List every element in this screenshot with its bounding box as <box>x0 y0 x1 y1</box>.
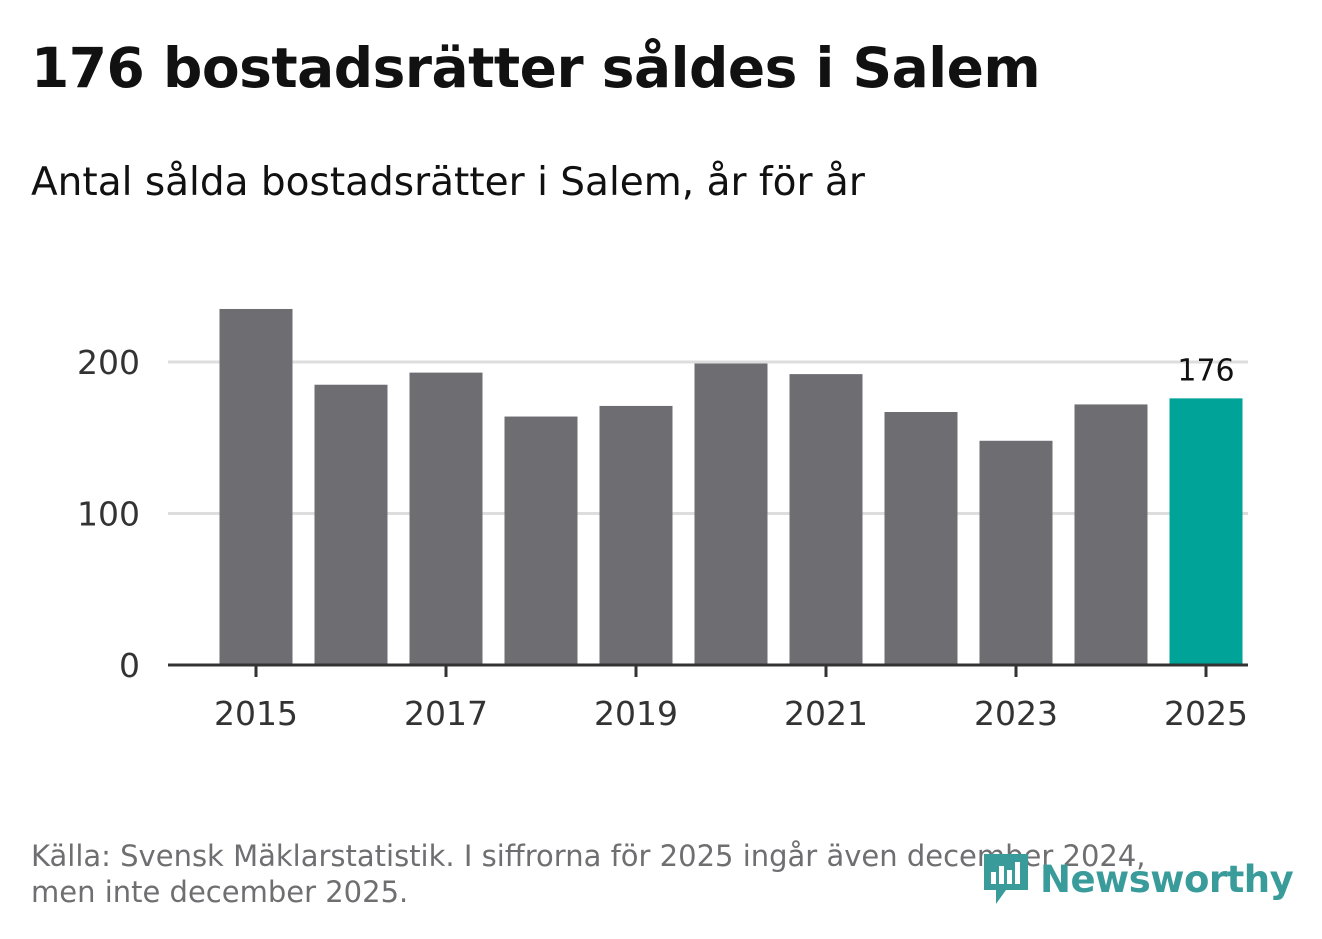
bar-2018 <box>504 416 578 665</box>
bar-2025 <box>1169 398 1243 665</box>
bar-2019 <box>599 405 673 665</box>
y-tick-label: 100 <box>77 495 140 534</box>
labels: 0 100 200 2015 2017 2019 2021 2023 2025 176 <box>77 343 1248 733</box>
axes <box>168 663 1248 677</box>
bar-2020 <box>694 363 768 665</box>
bar-2021 <box>789 374 863 665</box>
highlight-value-label: 176 <box>1177 353 1234 388</box>
x-tick-label: 2019 <box>594 694 678 733</box>
x-tick-label: 2015 <box>214 694 298 733</box>
x-tick-label: 2025 <box>1164 694 1248 733</box>
bars <box>219 308 1243 665</box>
y-tick-label: 200 <box>77 343 140 382</box>
bar-2015 <box>219 308 293 665</box>
x-tick-label: 2021 <box>784 694 868 733</box>
bar-2023 <box>979 440 1053 665</box>
source-note: Källa: Svensk Mäklarstatistik. I siffror… <box>31 838 1146 910</box>
logo-text: Newsworthy <box>1040 857 1294 901</box>
source-note-line-2: men inte december 2025. <box>31 875 409 909</box>
x-tick-label: 2017 <box>404 694 488 733</box>
bar-2017 <box>409 372 483 665</box>
newsworthy-logo: Newsworthy <box>980 850 1294 908</box>
bar-chart: 0 100 200 2015 2017 2019 2021 2023 2025 176 <box>77 308 1248 733</box>
x-tick-label: 2023 <box>974 694 1058 733</box>
y-tick-label: 0 <box>119 646 140 685</box>
source-note-line-1: Källa: Svensk Mäklarstatistik. I siffror… <box>31 839 1146 873</box>
bar-2016 <box>314 384 388 665</box>
chart-title: 176 bostadsrätter såldes i Salem <box>31 36 1041 100</box>
chart-subtitle: Antal sålda bostadsrätter i Salem, år fö… <box>31 160 865 205</box>
bar-2022 <box>884 411 958 665</box>
bar-2024 <box>1074 404 1148 665</box>
newsworthy-logo-icon <box>984 854 1028 904</box>
